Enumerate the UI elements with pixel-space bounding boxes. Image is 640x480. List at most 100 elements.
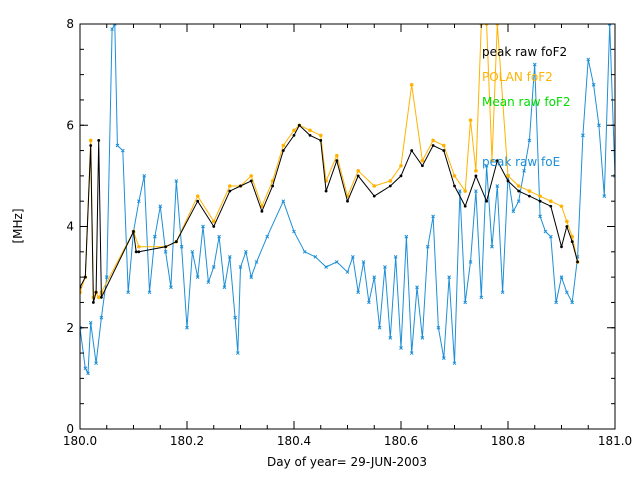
data-point [559, 275, 564, 279]
data-point [335, 159, 339, 163]
data-point [447, 275, 452, 279]
data-point [153, 234, 157, 239]
data-point [324, 265, 328, 269]
series-peak-raw-foe [80, 24, 615, 376]
legend-entry: POLAN foF2 [482, 70, 553, 84]
data-point [474, 189, 478, 193]
data-point [313, 255, 318, 259]
data-point [527, 138, 532, 143]
data-point [528, 194, 531, 198]
y-tick-label: 0 [66, 422, 74, 436]
data-point [227, 255, 232, 259]
data-point [468, 260, 473, 264]
data-point [83, 366, 88, 371]
y-axis-title: [MHz] [11, 208, 25, 243]
data-point [565, 219, 569, 224]
data-point [468, 118, 473, 122]
data-point [292, 229, 296, 234]
data-point [591, 82, 596, 87]
data-point [120, 148, 125, 153]
data-point [86, 371, 90, 376]
data-point [453, 184, 456, 188]
data-point [346, 199, 349, 203]
data-point [126, 290, 131, 295]
x-tick-label: 181.0 [598, 434, 632, 448]
data-point [88, 138, 93, 143]
data-point [174, 179, 179, 183]
legend-entry: Mean raw foF2 [482, 95, 571, 109]
data-point [324, 189, 328, 193]
data-point [372, 194, 376, 198]
data-point [570, 300, 575, 305]
series-peak-raw-fof2 [80, 123, 579, 304]
data-point [260, 209, 264, 213]
data-point [97, 139, 101, 142]
data-point [249, 275, 254, 279]
data-point [89, 144, 93, 147]
data-point [527, 189, 532, 193]
data-point [356, 174, 360, 178]
data-point [431, 138, 435, 143]
data-point [420, 158, 425, 163]
data-point [235, 351, 240, 355]
data-point [399, 174, 403, 178]
data-point [442, 143, 446, 148]
data-point [425, 244, 430, 249]
data-point [474, 174, 478, 178]
data-point [94, 361, 98, 366]
data-point [94, 290, 98, 294]
data-point [136, 199, 141, 204]
data-point [185, 325, 189, 330]
data-point [420, 336, 425, 340]
data-point [431, 214, 435, 219]
data-point [179, 244, 184, 249]
data-point [297, 123, 301, 127]
data-point [388, 179, 393, 183]
data-point [564, 290, 569, 295]
data-point [517, 189, 521, 193]
data-point [409, 351, 414, 355]
data-point [195, 275, 200, 279]
data-point [318, 133, 323, 138]
data-point [500, 290, 505, 295]
data-point [383, 265, 387, 269]
data-point [356, 290, 361, 295]
data-point [393, 255, 398, 259]
data-point [265, 234, 270, 239]
legend: peak raw foF2 POLAN foF2 Mean raw foF2 peak… [482, 45, 571, 169]
data-point [271, 184, 274, 188]
data-point [163, 249, 168, 254]
data-point [559, 204, 564, 209]
data-point [457, 189, 462, 193]
data-point [570, 240, 574, 244]
x-tick-label: 180.2 [170, 434, 204, 448]
data-point [415, 285, 419, 290]
data-point [211, 219, 216, 224]
data-point [495, 184, 500, 188]
data-point [112, 24, 117, 26]
data-point [490, 244, 494, 249]
y-tick-label: 6 [66, 118, 74, 132]
data-point [399, 163, 403, 168]
y-tick-label: 8 [66, 17, 74, 31]
data-point [399, 346, 403, 350]
data-point [431, 144, 435, 147]
data-point [543, 229, 548, 234]
x-tick-label: 180.4 [277, 434, 311, 448]
axes-layer: 180.0 180.2 180.4 180.6 180.8 181.0 0 2 4 6 8 [63, 17, 632, 448]
data-point [442, 149, 446, 152]
legend-entry: peak raw foF2 [482, 45, 567, 59]
data-point [147, 290, 152, 295]
data-point [239, 184, 242, 188]
data-point [83, 275, 87, 279]
data-point [463, 189, 468, 193]
data-point [88, 320, 93, 325]
data-point [479, 295, 484, 300]
data-point [463, 204, 467, 208]
data-point [565, 225, 569, 228]
data-point [372, 184, 377, 188]
data-point [110, 27, 114, 31]
data-point [335, 153, 339, 158]
x-axis-title: Day of year= 29-JUN-2003 [267, 455, 427, 469]
